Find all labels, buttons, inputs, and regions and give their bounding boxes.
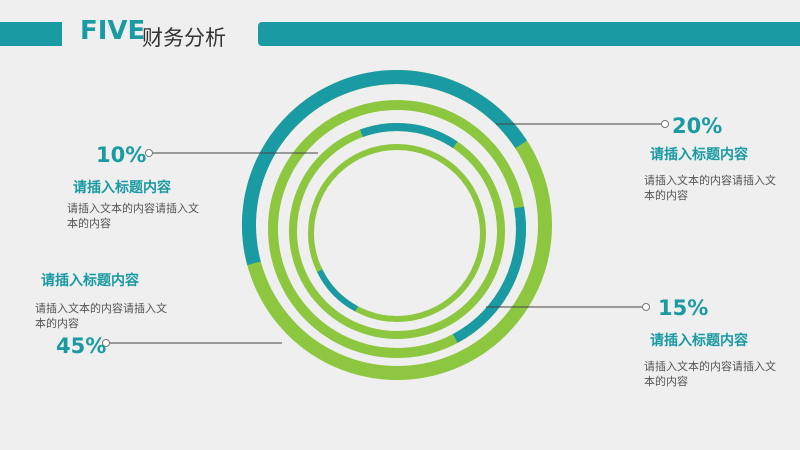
page-title-en: FIVE bbox=[80, 16, 146, 46]
text-45: 请插入文本的内容请插入文本的内容 bbox=[35, 302, 167, 330]
value-label-45: 45% bbox=[56, 334, 107, 358]
text-15: 请插入文本的内容请插入文本的内容 bbox=[644, 360, 776, 388]
leader-dot-10 bbox=[145, 149, 153, 157]
leader-dot-45 bbox=[102, 339, 110, 347]
arc-10 bbox=[317, 269, 359, 312]
text-10: 请插入文本的内容请插入文本的内容 bbox=[67, 202, 199, 230]
ring-track-inner bbox=[308, 144, 486, 322]
ring-track-3 bbox=[289, 123, 505, 339]
value-label-20: 20% bbox=[672, 114, 723, 138]
arc-20 bbox=[452, 206, 526, 343]
heading-20: 请插入标题内容 bbox=[650, 147, 748, 163]
value-label-10: 10% bbox=[96, 143, 147, 167]
header-bar-left bbox=[0, 22, 62, 46]
page-title-cn: 财务分析 bbox=[142, 26, 226, 50]
text-20: 请插入文本的内容请插入文本的内容 bbox=[644, 174, 776, 202]
leader-dot-20 bbox=[661, 120, 669, 128]
arc-45 bbox=[241, 69, 527, 266]
heading-10: 请插入标题内容 bbox=[73, 180, 171, 196]
leader-dot-15 bbox=[642, 303, 650, 311]
heading-45: 请插入标题内容 bbox=[41, 273, 139, 289]
arc-15 bbox=[360, 123, 458, 149]
value-label-15: 15% bbox=[658, 296, 709, 320]
heading-15: 请插入标题内容 bbox=[650, 333, 748, 349]
header-bar-right bbox=[258, 22, 800, 46]
